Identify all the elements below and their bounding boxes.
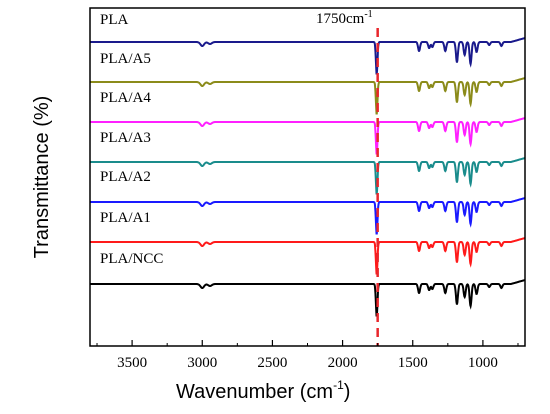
series-label: PLA/A2	[100, 169, 151, 185]
series-label: PLA/A1	[100, 210, 151, 226]
x-tick-label: 3000	[187, 355, 217, 371]
series-line-pla-a2	[90, 197, 526, 235]
series-label: PLA/A4	[100, 90, 151, 106]
series-label: PLA/NCC	[100, 251, 163, 267]
x-tick-label: 1500	[398, 355, 428, 371]
plot-frame	[89, 7, 526, 347]
y-axis-title: Transmittance (%)	[31, 96, 53, 259]
series-line-pla-a3	[90, 157, 526, 195]
series-label: PLA	[100, 12, 129, 28]
series-line-pla	[90, 37, 526, 75]
x-tick-label: 3500	[117, 355, 147, 371]
x-axis-ticks: 3500 3000 2500 2000 1500 1000	[96, 340, 519, 371]
x-tick-label: 2000	[328, 355, 358, 371]
annotation-label: 1750cm-1	[316, 9, 373, 27]
x-tick-label: 2500	[257, 355, 287, 371]
series-line-pla-ncc	[90, 279, 526, 317]
legend: PLA PLA/A5 PLA/A4 PLA/A3 PLA/A2 PLA/A1 PLA/NCC	[100, 12, 163, 267]
series-label: PLA/A5	[100, 51, 151, 67]
series-line-pla-a5	[90, 77, 526, 115]
series-line-pla-a1	[90, 237, 526, 275]
series-line-pla-a4	[90, 117, 526, 155]
series-label: PLA/A3	[100, 130, 151, 146]
x-axis-title: Wavenumber (cm-1)	[176, 378, 350, 403]
series-lines	[90, 37, 526, 317]
x-tick-label: 1000	[468, 355, 498, 371]
